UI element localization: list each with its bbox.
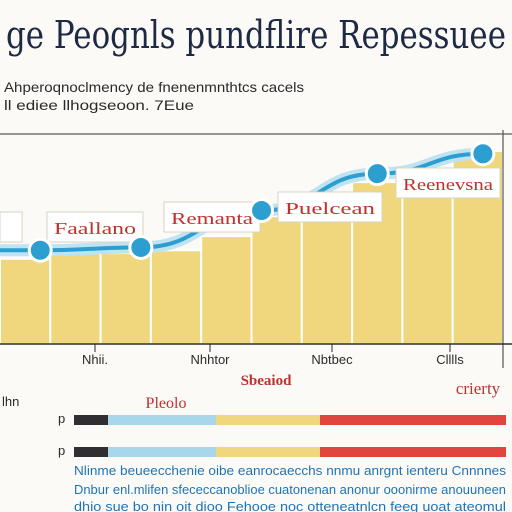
legend-bars [74, 415, 506, 457]
x-tick-label-1: Nhhtor [190, 352, 230, 367]
marker-1 [128, 234, 154, 260]
bar-label-3: Reenevsna [403, 175, 494, 194]
bar-3 [149, 249, 203, 345]
marker-series [27, 141, 496, 263]
legend-row-0-seg-1 [108, 415, 216, 425]
bar-label-0: Faallano [54, 219, 136, 238]
legend-row-1-seg-2 [216, 447, 320, 457]
footer-line-2: Dnbur enl.mlifen sfececcanoblioe cuatone… [74, 482, 506, 497]
bar-1 [49, 252, 102, 345]
bar-label-2: Puelcean [285, 199, 376, 218]
bar-label-box-0 [46, 211, 144, 243]
x-tick-label-0: Nhii. [82, 352, 108, 367]
bar-label-group: Faallano Remanta Puelcean Reenevsna [0, 167, 501, 243]
bar-5 [250, 215, 303, 345]
bar-label-box-2 [277, 191, 383, 223]
marker-3 [364, 161, 390, 187]
marker-0 [27, 237, 53, 263]
legend-row-1-label: p [58, 411, 65, 426]
marker-2 [249, 198, 275, 224]
bar-label-box-3 [395, 167, 501, 199]
bar-label-1: Remanta [171, 209, 254, 228]
footer-line-3: dhio sue bo nin oit dioo Fehooe noc otte… [74, 499, 506, 512]
marker-4 [470, 141, 496, 167]
right-annotation: crierty [456, 379, 501, 398]
bar-0 [0, 257, 52, 345]
left-margin-label: lhn [2, 394, 19, 409]
chart-subtitle-1: Ahperoqnoclmency de fnenenmnthtcs cacels [4, 79, 304, 95]
x-tick-label-3: Clllls [436, 352, 464, 367]
center-annotation: Sbeaiod [241, 373, 293, 389]
legend-row-0-seg-3 [320, 415, 506, 425]
legend-row-1-seg-1 [108, 447, 216, 457]
legend-row-0-seg-2 [216, 415, 320, 425]
bar-4 [200, 235, 253, 345]
legend-row-1-seg-3 [320, 447, 506, 457]
chart-subtitle-2: ll ediee llhogseoon. 7Eue [4, 97, 194, 113]
legend-row-0-seg-0 [74, 415, 108, 425]
chart-title: ge Peognls pundflire Repessuee [6, 13, 506, 57]
bar-label-box-edge [0, 211, 23, 243]
x-tick-group: Nhii. Nhhtor Nbtbec Clllls [82, 344, 464, 367]
bar-2 [99, 252, 152, 345]
footer-line-1: Nlinme beueecchenie oibe eanrocaecchs nn… [74, 463, 507, 478]
legend-row-1-seg-0 [74, 447, 108, 457]
bar-label-box-1 [163, 201, 261, 233]
x-tick-label-2: Nbtbec [311, 352, 353, 367]
legend-row-2-label: p [58, 443, 65, 458]
left-annotation: Pleolo [146, 395, 187, 412]
